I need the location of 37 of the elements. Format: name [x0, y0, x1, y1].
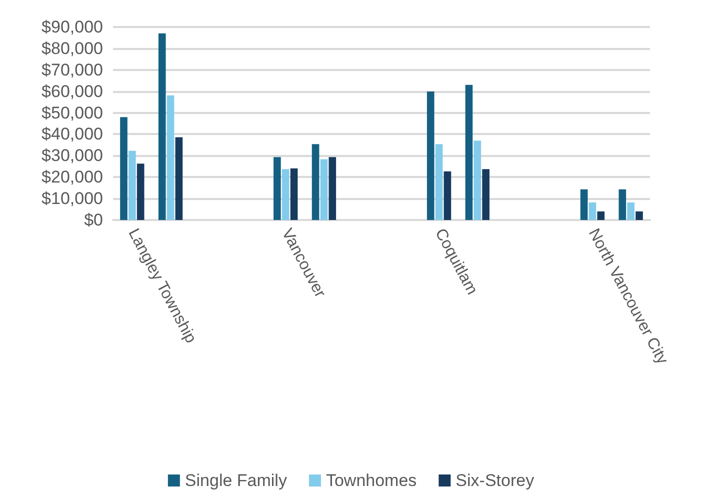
y-tick-label: $70,000 — [42, 60, 103, 80]
legend-label: Single Family — [184, 471, 288, 490]
bar — [580, 189, 588, 220]
y-tick-label: $80,000 — [42, 38, 103, 58]
bar — [444, 171, 452, 220]
bar — [120, 117, 128, 220]
bar — [282, 169, 290, 220]
y-tick-label: $40,000 — [42, 124, 103, 144]
bar — [128, 150, 136, 220]
bar — [320, 159, 328, 220]
bar — [618, 189, 626, 220]
y-tick-label: $10,000 — [42, 189, 103, 208]
bar — [274, 157, 281, 220]
bar — [627, 202, 634, 220]
bar — [328, 157, 336, 220]
bar — [482, 169, 490, 220]
bar — [435, 144, 443, 220]
bar — [166, 95, 174, 220]
y-tick-label: $20,000 — [42, 168, 103, 187]
bar — [597, 211, 605, 220]
legend-label: Six-Storey — [456, 471, 535, 490]
y-tick-label: $90,000 — [42, 18, 103, 36]
y-tick-label: $50,000 — [42, 103, 103, 122]
y-tick-label: $60,000 — [42, 82, 103, 101]
y-tick-label: $30,000 — [42, 146, 103, 166]
bar — [312, 144, 320, 220]
y-tick-label: $0 — [84, 210, 103, 230]
bar — [158, 33, 166, 220]
bar — [588, 202, 596, 220]
bar — [474, 140, 482, 220]
bar — [426, 92, 434, 220]
legend-label: Townhomes — [326, 471, 417, 490]
bar — [636, 211, 643, 220]
bar — [465, 84, 473, 220]
bar — [136, 164, 144, 220]
bar — [175, 137, 183, 220]
bar — [290, 168, 298, 220]
